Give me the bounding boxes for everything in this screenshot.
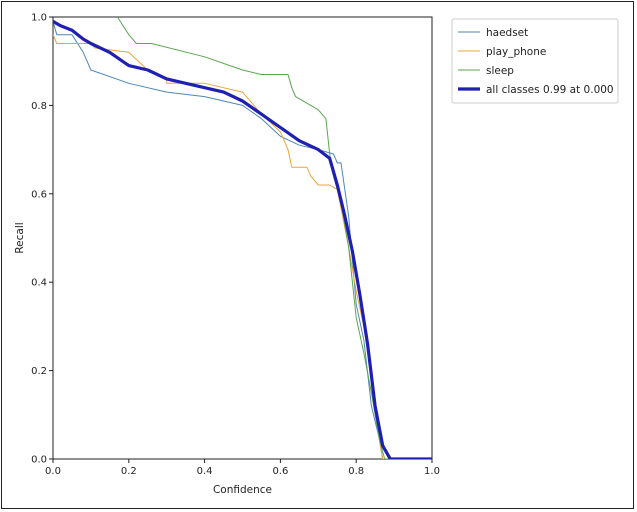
legend-label-3: all classes 0.99 at 0.000 bbox=[486, 84, 614, 96]
axes-box bbox=[52, 16, 433, 460]
series-layer bbox=[53, 17, 432, 459]
series-line-3 bbox=[53, 20, 432, 459]
legend-box bbox=[451, 18, 619, 104]
y-tick-label: 0.6 bbox=[31, 189, 47, 200]
x-tick-label: 0.8 bbox=[348, 466, 364, 477]
x-tick-label: 0.6 bbox=[272, 466, 288, 477]
x-tick-label: 0.0 bbox=[45, 466, 61, 477]
y-axis-label: Recall bbox=[14, 222, 26, 253]
series-line-2 bbox=[116, 17, 432, 459]
x-axis-label: Confidence bbox=[213, 484, 272, 496]
legend-label-1: play_phone bbox=[486, 46, 546, 58]
plot-area bbox=[52, 16, 433, 460]
x-tick-label: 0.2 bbox=[121, 466, 137, 477]
y-tick-label: 0.8 bbox=[31, 101, 47, 112]
series-line-0 bbox=[53, 21, 432, 459]
y-tick-label: 1.0 bbox=[31, 13, 47, 24]
legend-label-2: sleep bbox=[486, 65, 514, 77]
x-tick-label: 0.4 bbox=[197, 466, 213, 477]
ticks-layer: 0.0 0.2 0.4 0.6 0.8 1.0 0.0 0.2 0.4 0.6 0.8 1.0 bbox=[31, 13, 440, 478]
y-tick-label: 0.0 bbox=[31, 455, 47, 466]
y-tick-label: 0.4 bbox=[31, 278, 47, 289]
y-tick-label: 0.2 bbox=[31, 366, 47, 377]
legend-label-0: haedset bbox=[486, 27, 528, 39]
x-tick-label: 1.0 bbox=[424, 466, 440, 477]
